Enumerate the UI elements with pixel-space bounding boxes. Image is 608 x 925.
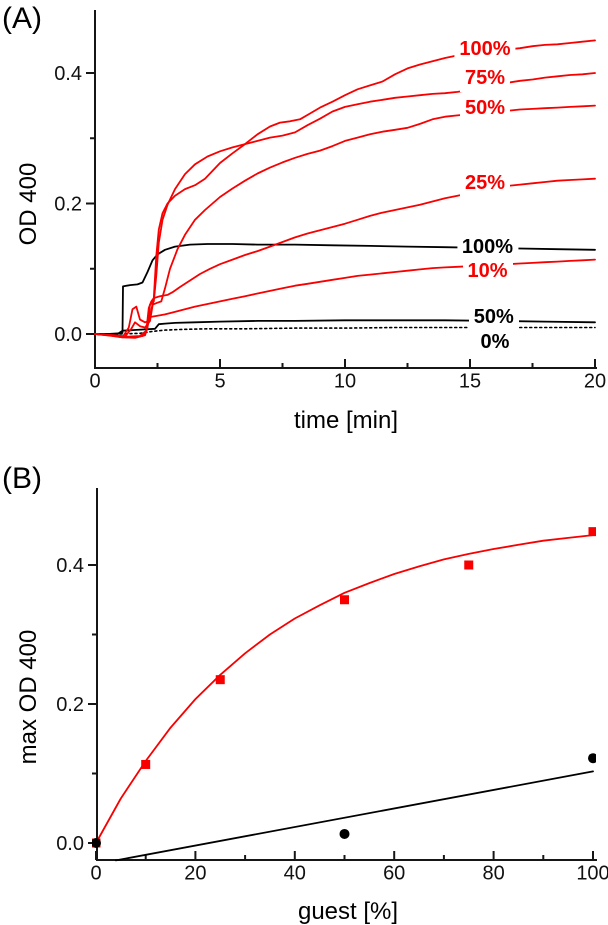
axes-spines bbox=[96, 488, 597, 861]
marker-square bbox=[215, 675, 225, 685]
scatter-guest-squares bbox=[92, 527, 596, 848]
y-tick-label: 0.0 bbox=[54, 324, 82, 346]
panel-b-tag: (B) bbox=[2, 462, 42, 495]
x-tick-label: 20 bbox=[184, 863, 206, 885]
data-layer bbox=[94, 39, 596, 339]
marker-square bbox=[141, 759, 151, 769]
marker-square bbox=[464, 560, 474, 570]
y-tick-label: 0.0 bbox=[56, 833, 84, 855]
marker-square bbox=[340, 595, 349, 605]
x-tick-label: 0 bbox=[90, 863, 101, 885]
series-red-75pct bbox=[94, 72, 596, 339]
scatter-control-circles bbox=[92, 753, 596, 848]
series-black-100pct bbox=[94, 243, 596, 335]
series-black-linear-fit bbox=[115, 770, 594, 862]
data-layer bbox=[92, 527, 596, 862]
series-red-50pct bbox=[94, 104, 596, 339]
y-tick-label: 0.2 bbox=[54, 194, 82, 216]
marker-circle bbox=[588, 753, 596, 764]
y-axis-title: OD 400 bbox=[15, 163, 42, 246]
x-tick-label: 0 bbox=[89, 371, 100, 393]
x-tick-label: 60 bbox=[383, 863, 405, 885]
x-tick-label: 5 bbox=[214, 371, 225, 393]
panel-b: (B) 0 20 40 60 80 100 0.0 0.2 0.4 guest [%] max OD… bbox=[0, 460, 608, 925]
panel-b-plot: 0 20 40 60 80 100 0.0 0.2 0.4 guest [%] max OD 400 bbox=[15, 488, 608, 925]
series-black-50pct bbox=[94, 319, 596, 335]
marker-circle bbox=[92, 838, 101, 848]
x-tick-label: 20 bbox=[584, 371, 606, 393]
axes-spines bbox=[94, 10, 597, 369]
y-tick-label: 0.4 bbox=[56, 555, 84, 577]
x-axis-title: guest [%] bbox=[298, 898, 398, 925]
y-tick-label: 0.2 bbox=[56, 694, 84, 716]
x-tick-label: 10 bbox=[334, 371, 356, 393]
x-tick-label: 40 bbox=[284, 863, 306, 885]
x-tick-label: 80 bbox=[482, 863, 504, 885]
panel-a-plot: 0 5 10 15 20 0.0 0.2 0.4 time [min] OD 400 bbox=[15, 10, 606, 434]
marker-circle bbox=[339, 828, 350, 839]
x-tick-label: 15 bbox=[459, 371, 481, 393]
panel-a-tag: (A) bbox=[2, 2, 42, 35]
y-axis-title: max OD 400 bbox=[15, 630, 42, 765]
x-tick-label: 100 bbox=[576, 863, 608, 885]
marker-square bbox=[588, 527, 596, 537]
x-axis-title: time [min] bbox=[294, 407, 398, 434]
panel-a: (A) 0 5 10 15 20 0.0 0.2 0.4 time [min] OD 400 10… bbox=[0, 0, 608, 460]
series-black-0pct bbox=[94, 326, 596, 335]
y-tick-label: 0.4 bbox=[54, 63, 82, 85]
series-red-saturation-fit bbox=[95, 534, 594, 844]
